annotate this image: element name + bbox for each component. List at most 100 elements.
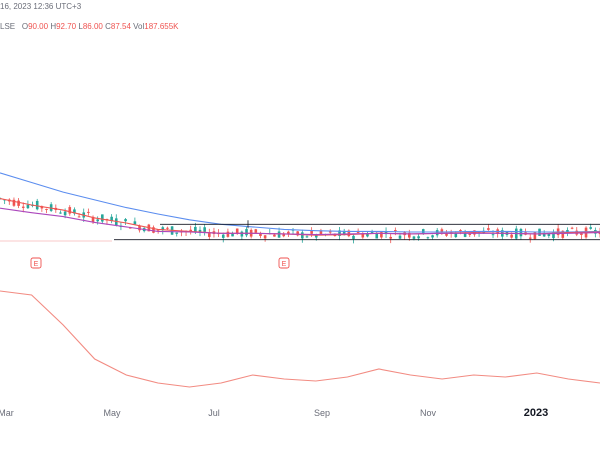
candle [263, 235, 267, 242]
candle-body [398, 235, 402, 239]
low-value: 86.00 [82, 22, 103, 31]
candle-body [394, 230, 397, 232]
candle-body [319, 230, 323, 234]
candle-body [87, 211, 90, 213]
candle [231, 231, 234, 237]
symbol-header: 16, 2023 12:36 UTC+3 LSE O90.00 H92.70 L… [0, 0, 600, 34]
earnings-marker[interactable]: E [278, 257, 290, 269]
candle-body [133, 221, 137, 225]
candle [505, 231, 509, 237]
candle [254, 228, 258, 234]
ohlc-legend: LSE O90.00 H92.70 L86.00 C87.54 Vol187.6… [0, 22, 179, 31]
candlestick-group [0, 197, 600, 244]
candle-body [259, 233, 262, 237]
candle [175, 232, 179, 237]
candle-body [342, 230, 346, 236]
candle [454, 231, 458, 239]
candle-body [408, 232, 411, 238]
candle-body [580, 233, 583, 235]
candle [384, 227, 388, 239]
candle-body [519, 228, 523, 237]
candle [389, 233, 392, 244]
candle [426, 236, 430, 240]
close-label: C [105, 22, 111, 31]
candle [73, 207, 76, 216]
candle-body [338, 230, 341, 236]
candle-body [63, 211, 67, 216]
candle [198, 226, 202, 237]
candle [245, 226, 248, 238]
candle [259, 231, 262, 239]
close-value: 87.54 [110, 22, 131, 31]
candle-body [40, 206, 44, 209]
candle [35, 198, 39, 211]
x-axis-tick-label: Mar [0, 408, 14, 418]
candle-body [412, 236, 416, 239]
candle-body [352, 235, 355, 239]
x-axis-tick-label: Sep [314, 408, 330, 418]
candle [514, 225, 518, 240]
earnings-label: E [282, 261, 287, 268]
candle-body [542, 232, 546, 237]
candle-body [138, 225, 141, 231]
candle-body [528, 237, 532, 239]
candle-body [417, 236, 420, 239]
candle-body [459, 230, 462, 232]
open-label: O [21, 22, 29, 31]
high-label: H [50, 22, 57, 31]
candle-body [189, 229, 192, 232]
candle [133, 217, 137, 226]
candle [301, 229, 304, 243]
candle-body [96, 219, 99, 222]
candle-body [68, 207, 72, 214]
candle-body [380, 232, 383, 238]
candle-body [314, 234, 318, 238]
candle [68, 205, 72, 216]
candle-body [156, 229, 160, 231]
candle-body [589, 227, 592, 229]
candle-body [426, 237, 430, 239]
earnings-marker[interactable]: E [30, 257, 42, 269]
candle-body [552, 232, 555, 239]
candle-body [263, 235, 267, 239]
candle [570, 226, 574, 230]
candle-body [366, 233, 369, 237]
x-axis-tick-label: Nov [420, 408, 437, 418]
candle [380, 231, 383, 239]
candle [305, 234, 309, 238]
x-axis-tick-label: Jul [208, 408, 220, 418]
candle [124, 218, 127, 225]
candle-body [101, 214, 104, 222]
volume-value: 187.655K [144, 22, 179, 31]
candle [203, 224, 206, 236]
candle [468, 233, 472, 237]
candle-body [435, 230, 439, 236]
candle-body [12, 199, 16, 206]
candle-body [301, 232, 304, 239]
candle [375, 231, 379, 239]
candle-body [431, 235, 434, 238]
candle-body [124, 219, 127, 222]
candle-body [310, 230, 313, 234]
candle-body [273, 234, 276, 237]
candle [59, 210, 62, 214]
candle [45, 208, 48, 214]
oscillator-line [0, 290, 600, 388]
candle-body [245, 229, 248, 236]
earnings-label: E [34, 261, 39, 268]
candle [528, 234, 532, 243]
candle-body [26, 204, 30, 209]
candle [12, 197, 16, 207]
candle-body [482, 230, 486, 234]
ma-slow-line [0, 172, 600, 233]
candle-body [361, 234, 365, 238]
exchange-label: LSE [0, 22, 16, 31]
candle-body [487, 228, 490, 230]
candle-body [287, 231, 290, 235]
candle [487, 223, 490, 231]
candle-body [454, 233, 458, 238]
candle [240, 230, 244, 240]
candle-body [161, 227, 165, 231]
candle-body [175, 232, 179, 234]
